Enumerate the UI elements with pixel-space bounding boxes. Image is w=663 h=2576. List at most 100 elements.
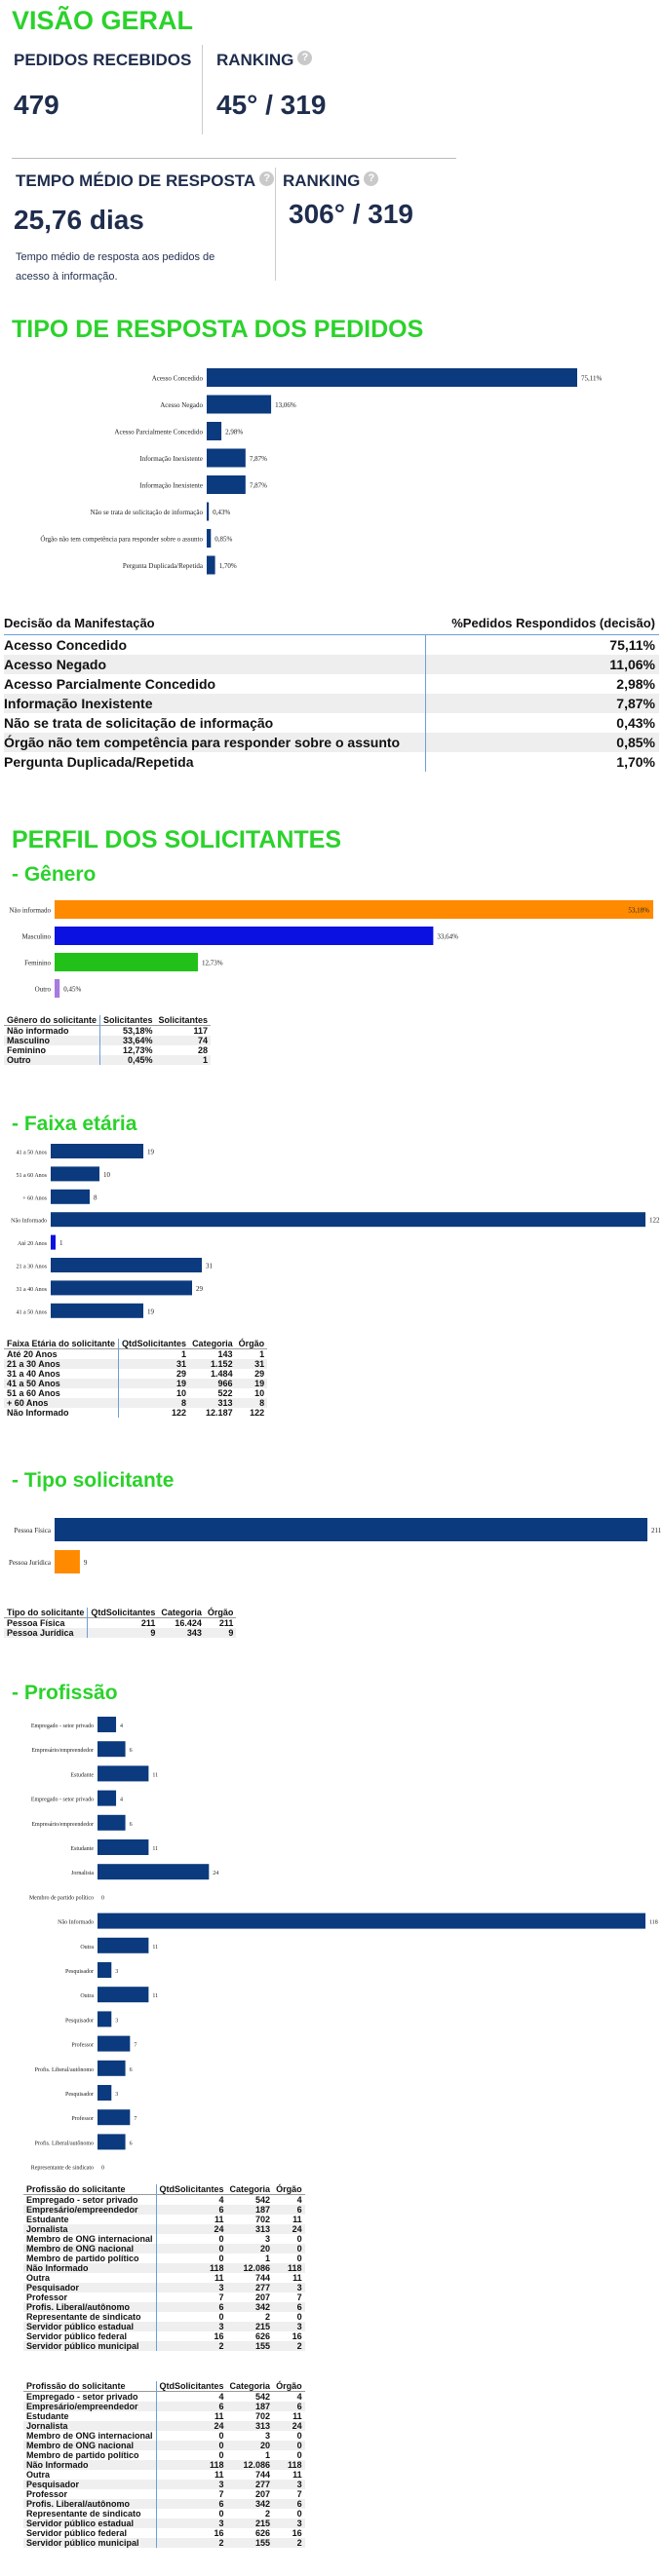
- tempo-description-line: acesso à informação.: [16, 271, 118, 283]
- table-row: Pessoa Física 211 16.424 211: [4, 1617, 236, 1628]
- bar[interactable]: [98, 2035, 131, 2052]
- bar[interactable]: [98, 1987, 149, 2003]
- table-row: Empresário/empreendedor 6 187 6: [23, 2205, 305, 2215]
- table-row: + 60 Anos 8 313 8: [4, 1398, 268, 1408]
- bar[interactable]: [51, 1258, 202, 1272]
- column-header[interactable]: Órgão: [235, 1339, 268, 1349]
- table-row: Servidor público federal 16 626 16: [23, 2331, 305, 2341]
- table-cell: 342: [226, 2499, 274, 2509]
- table-row: Membro de ONG nacional 0 20 0: [23, 2244, 305, 2254]
- bar[interactable]: [51, 1234, 56, 1250]
- help-icon[interactable]: ?: [259, 171, 275, 186]
- bar[interactable]: [98, 2109, 131, 2126]
- bar[interactable]: [98, 2085, 112, 2101]
- column-header[interactable]: Categoria: [226, 2381, 274, 2392]
- bar[interactable]: [51, 1166, 99, 1182]
- bar[interactable]: [98, 1741, 126, 1758]
- bar[interactable]: [51, 1280, 192, 1296]
- table-cell: 2: [156, 2341, 227, 2351]
- bar[interactable]: [55, 927, 434, 945]
- bar[interactable]: [55, 979, 60, 998]
- bar[interactable]: [207, 502, 210, 521]
- bar[interactable]: [55, 1518, 647, 1541]
- category-label: Jornalista: [71, 1871, 94, 1876]
- table-row: Outra 11 744 11: [23, 2470, 305, 2480]
- bar[interactable]: [207, 422, 222, 440]
- column-header[interactable]: Tipo do solicitante: [4, 1608, 89, 1618]
- table-cell: Empregado - setor privado: [23, 2391, 157, 2402]
- column-header[interactable]: Profissão do solicitante: [23, 2381, 157, 2392]
- column-header[interactable]: Órgão: [273, 2184, 305, 2195]
- bar[interactable]: [98, 2134, 126, 2150]
- bar[interactable]: [51, 1212, 645, 1228]
- bar[interactable]: [98, 1765, 149, 1782]
- category-label: Empresário/empreendedor: [31, 1822, 94, 1828]
- bar[interactable]: [98, 2011, 112, 2027]
- column-header[interactable]: Profissão do solicitante: [23, 2184, 157, 2195]
- bar[interactable]: [55, 1550, 80, 1573]
- table-cell: 118: [273, 2263, 305, 2273]
- column-header[interactable]: Faixa Etária do solicitante: [4, 1339, 120, 1349]
- bar[interactable]: [55, 900, 653, 919]
- table-cell: 3: [265, 2431, 271, 2441]
- table-cell: 3: [273, 2480, 305, 2489]
- cell-percent: 75,11%: [609, 637, 655, 653]
- column-header[interactable]: QtdSolicitantes: [87, 1608, 159, 1618]
- data-label: 4: [120, 1724, 123, 1729]
- bar[interactable]: [55, 953, 198, 971]
- data-label: 7: [134, 2043, 136, 2049]
- cell-decisao: Acesso Concedido: [4, 637, 128, 653]
- table-row: Jornalista 24 313 24: [23, 2224, 305, 2234]
- help-icon[interactable]: ?: [297, 51, 313, 65]
- data-label: 0: [101, 1895, 104, 1901]
- cell-percent: 2,98%: [616, 676, 655, 692]
- bar[interactable]: [207, 529, 212, 548]
- bar[interactable]: [207, 448, 246, 468]
- bar[interactable]: [98, 1814, 126, 1831]
- column-header[interactable]: Categoria: [158, 1608, 205, 1618]
- column-header[interactable]: QtdSolicitantes: [156, 2381, 227, 2392]
- bar[interactable]: [98, 1913, 645, 1929]
- column-header[interactable]: Categoria: [226, 2184, 274, 2195]
- table-cell: 11: [214, 2411, 224, 2421]
- column-header[interactable]: QtdSolicitantes: [156, 2184, 227, 2195]
- table-cell: 313: [189, 1398, 236, 1408]
- bar[interactable]: [98, 1839, 149, 1855]
- bar[interactable]: [51, 1144, 143, 1158]
- bar[interactable]: [51, 1189, 90, 1204]
- table-cell: 1: [181, 1349, 187, 1359]
- bar[interactable]: [207, 368, 577, 387]
- bar[interactable]: [98, 1962, 112, 1978]
- table-cell: Outro: [4, 1055, 101, 1065]
- table-row: Profis. Liberal/autônomo 6 342 6: [23, 2499, 305, 2509]
- table-cell: 3: [156, 2519, 227, 2528]
- column-header[interactable]: Órgão: [204, 1608, 237, 1618]
- column-header[interactable]: QtdSolicitantes: [118, 1339, 190, 1349]
- tempo-description-line: Tempo médio de resposta aos pedidos de: [16, 251, 215, 263]
- table-cell: 522: [217, 1388, 233, 1398]
- column-header[interactable]: Órgão: [273, 2381, 305, 2392]
- table-cell: Empresário/empreendedor: [23, 2205, 157, 2215]
- column-header[interactable]: Gênero do solicitante: [4, 1015, 101, 1026]
- table-row: Feminino 12,73% 28: [4, 1045, 211, 1055]
- data-label: 7,87%: [250, 455, 267, 463]
- table-cell: 122: [172, 1408, 187, 1418]
- data-label: 19: [147, 1307, 155, 1315]
- bar[interactable]: [207, 475, 246, 494]
- data-label: 8: [94, 1193, 98, 1201]
- column-header[interactable]: Solicitantes: [99, 1015, 156, 1026]
- bar[interactable]: [98, 1790, 117, 1806]
- bar[interactable]: [207, 555, 215, 575]
- bar[interactable]: [98, 1864, 210, 1880]
- bar[interactable]: [207, 395, 272, 414]
- bar[interactable]: [51, 1303, 143, 1318]
- bar[interactable]: [98, 2060, 126, 2076]
- bar[interactable]: [98, 1937, 149, 1953]
- bar[interactable]: [98, 1717, 117, 1732]
- column-header[interactable]: Categoria: [189, 1339, 236, 1349]
- table-cell: 2: [265, 2509, 271, 2519]
- table-cell: 16: [214, 2331, 224, 2341]
- table-cell: Não Informado: [23, 2263, 157, 2273]
- help-icon[interactable]: ?: [364, 171, 379, 186]
- column-header[interactable]: Solicitantes: [155, 1015, 212, 1026]
